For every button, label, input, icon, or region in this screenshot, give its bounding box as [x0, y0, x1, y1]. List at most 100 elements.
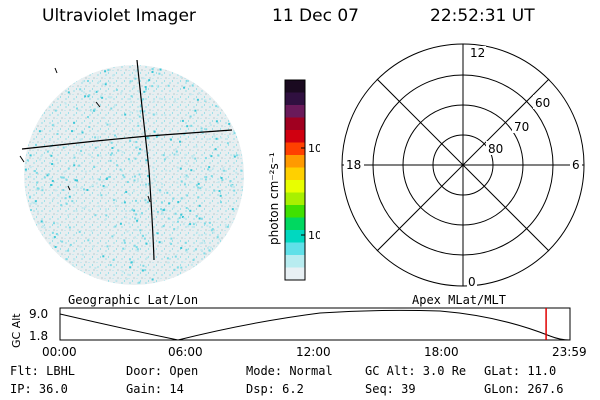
emission-speckle	[127, 273, 130, 276]
emission-speckle	[176, 227, 179, 230]
emission-speckle	[105, 186, 108, 189]
emission-speckle	[151, 85, 154, 88]
emission-speckle	[129, 111, 132, 114]
emission-speckle	[68, 226, 71, 229]
emission-speckle	[206, 138, 209, 141]
emission-speckle	[112, 199, 115, 202]
emission-speckle	[134, 236, 137, 239]
emission-speckle	[166, 191, 169, 194]
emission-speckle	[196, 231, 199, 234]
emission-speckle	[151, 182, 154, 185]
emission-speckle	[242, 189, 244, 192]
emission-speckle	[139, 110, 142, 113]
emission-speckle	[172, 197, 175, 200]
emission-speckle	[134, 217, 137, 220]
emission-speckle	[197, 196, 200, 199]
emission-speckle	[83, 188, 85, 191]
emission-speckle	[38, 130, 41, 133]
emission-speckle	[168, 202, 171, 205]
emission-speckle	[215, 105, 218, 108]
emission-speckle	[198, 204, 201, 207]
emission-speckle	[67, 183, 70, 186]
emission-speckle	[138, 152, 140, 155]
emission-speckle	[100, 94, 103, 97]
emission-speckle	[87, 239, 90, 242]
emission-speckle	[111, 147, 114, 149]
emission-speckle	[165, 209, 168, 212]
emission-speckle	[103, 117, 105, 119]
emission-speckle	[199, 242, 202, 245]
emission-speckle	[158, 72, 161, 75]
emission-speckle	[173, 98, 176, 101]
emission-speckle	[133, 86, 135, 88]
emission-speckle	[194, 248, 197, 251]
orbit-xtick: 18:00	[424, 345, 459, 359]
emission-speckle	[65, 202, 68, 205]
colorbar-frame	[284, 79, 306, 281]
instrument-title: Ultraviolet Imager	[42, 6, 196, 26]
emission-speckle	[185, 79, 188, 82]
emission-speckle	[76, 107, 78, 110]
emission-speckle	[223, 169, 226, 172]
emission-speckle	[132, 129, 135, 132]
emission-speckle	[60, 176, 63, 179]
mlt-label-0: 0	[468, 275, 476, 289]
emission-speckle	[35, 188, 38, 191]
emission-speckle	[90, 229, 93, 232]
emission-speckle	[41, 189, 44, 192]
emission-speckle	[35, 202, 38, 205]
emission-speckle	[230, 154, 233, 157]
emission-speckle	[194, 109, 197, 112]
emission-speckle	[43, 176, 46, 179]
emission-speckle	[207, 168, 210, 171]
emission-speckle	[204, 178, 207, 181]
emission-speckle	[84, 95, 87, 98]
info-door: Door: Open	[126, 364, 199, 378]
emission-speckle	[98, 178, 101, 181]
emission-speckle	[110, 107, 113, 110]
colorbar-tick-100: 100	[308, 142, 320, 155]
emission-speckle	[199, 187, 202, 190]
emission-speckle	[73, 156, 76, 159]
emission-speckle	[135, 70, 138, 73]
emission-speckle	[221, 169, 224, 172]
emission-speckle	[204, 233, 207, 236]
emission-speckle	[26, 159, 29, 162]
emission-speckle	[124, 113, 127, 116]
emission-speckle	[231, 208, 234, 211]
emission-speckle	[144, 126, 147, 129]
emission-speckle	[121, 151, 124, 154]
emission-speckle	[164, 114, 167, 117]
orbit-altitude-plot: GC Alt 9.0 1.8 00:00 06:00 12:00 18:00 2…	[10, 307, 587, 359]
emission-speckle	[163, 158, 166, 161]
emission-speckle	[200, 249, 203, 251]
emission-speckle	[160, 208, 163, 211]
emission-speckle	[78, 152, 81, 155]
coastline-fragment	[95, 101, 101, 108]
emission-speckle	[145, 242, 148, 245]
emission-speckle	[198, 217, 201, 220]
emission-speckle	[46, 150, 49, 153]
emission-speckle	[71, 200, 74, 203]
emission-speckle	[114, 225, 117, 228]
emission-speckle	[94, 146, 97, 149]
emission-speckle	[31, 201, 34, 204]
emission-speckle	[67, 167, 70, 170]
emission-speckle	[106, 245, 109, 248]
emission-speckle	[54, 189, 57, 192]
emission-speckle	[81, 131, 84, 134]
emission-speckle	[130, 95, 133, 98]
emission-speckle	[29, 166, 32, 169]
emission-speckle	[88, 126, 91, 128]
emission-speckle	[143, 110, 146, 113]
emission-speckle	[160, 201, 163, 204]
emission-speckle	[209, 124, 212, 127]
emission-speckle	[107, 95, 110, 98]
emission-speckle	[125, 277, 128, 280]
emission-speckle	[160, 241, 163, 244]
emission-speckle	[205, 188, 207, 191]
emission-speckle	[174, 148, 177, 151]
emission-speckle	[233, 132, 236, 135]
emission-speckle	[50, 154, 53, 157]
colorbar-band	[285, 167, 305, 181]
